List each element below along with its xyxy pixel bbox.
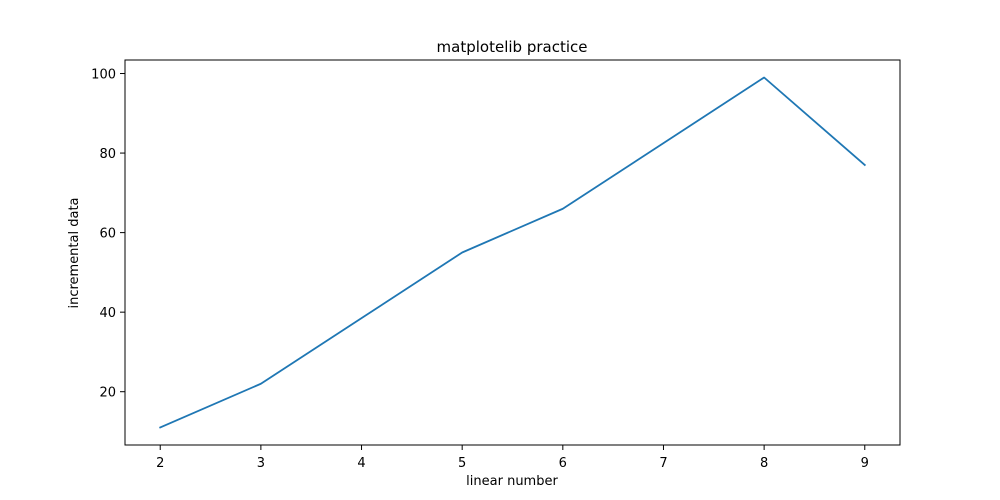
plot-area — [124, 59, 901, 446]
x-tick-label: 8 — [760, 456, 768, 471]
y-tick-label: 100 — [91, 68, 116, 83]
x-tick-label: 6 — [559, 456, 567, 471]
y-tick-label: 80 — [99, 147, 116, 162]
y-tick-label: 60 — [99, 227, 116, 242]
y-tick-label: 40 — [99, 306, 116, 321]
x-tick-label: 2 — [156, 456, 164, 471]
x-axis-ticks: 2 3 4 5 6 7 8 9 — [156, 445, 869, 471]
x-tick-label: 9 — [861, 456, 869, 471]
series-line — [159, 76, 867, 429]
y-axis-ticks: 20 40 60 80 100 — [91, 68, 125, 401]
y-tick-label: 20 — [99, 386, 116, 401]
plot-frame — [124, 59, 901, 446]
x-tick-label: 3 — [257, 456, 265, 471]
x-tick-label: 4 — [357, 456, 365, 471]
x-tick-label: 5 — [458, 456, 466, 471]
chart-title: matplotelib practice — [437, 38, 588, 56]
x-axis-label: linear number — [466, 474, 558, 489]
y-axis-label: incremental data — [67, 197, 82, 308]
x-tick-label: 7 — [659, 456, 667, 471]
series-layer — [159, 76, 867, 429]
